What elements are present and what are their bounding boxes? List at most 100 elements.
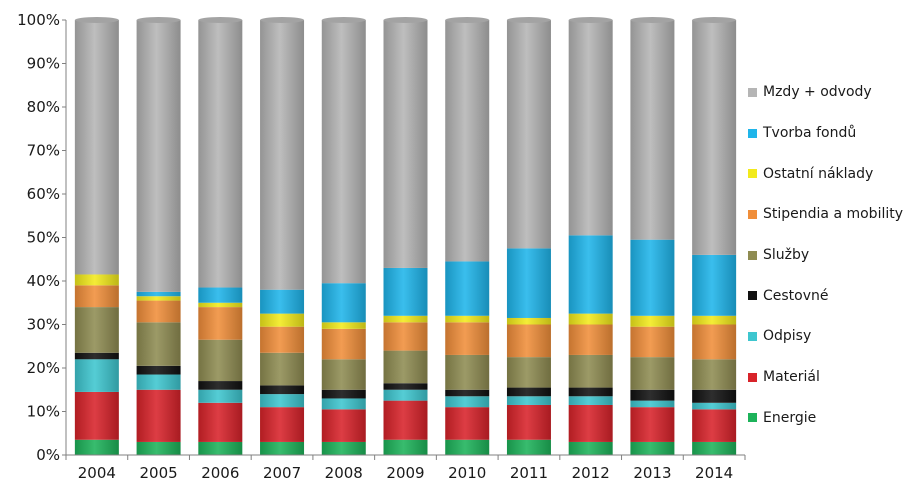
bar-segment-materi-l (506, 404, 551, 440)
bar-segment-odpisy (260, 394, 305, 408)
bar-segment-cestovn- (445, 389, 490, 397)
bar-stack-2007 (260, 17, 305, 455)
bar-segment-slu-by (136, 322, 181, 366)
bar-segment-ostatn-n-klady (321, 322, 366, 329)
bar-segment-mzdy-odvody (74, 20, 119, 275)
bar-segment-cestovn- (74, 352, 119, 360)
bar-segment-stipendia-a-mobility (321, 328, 366, 360)
bar-segment-mzdy-odvody (445, 20, 490, 262)
legend-swatch (748, 169, 757, 179)
bar-segment-stipendia-a-mobility (568, 324, 613, 355)
bar-segment-cestovn- (568, 387, 613, 397)
bar-segment-slu-by (445, 354, 490, 390)
bar-segment-cestovn- (321, 389, 366, 399)
bar-segment-energie (568, 441, 613, 455)
bar-segment-materi-l (260, 407, 305, 442)
x-tick-label: 2008 (325, 464, 363, 482)
bar-segment-ostatn-n-klady (506, 317, 551, 325)
bar-stack-2004 (74, 17, 119, 455)
y-axis-tick-labels: 0% 10% 20% 30% 40% 50% 60% 70% 80% 90% 100% (17, 11, 60, 464)
bar-segment-ostatn-n-klady (692, 315, 737, 325)
legend-label: Cestovné (763, 287, 829, 304)
bar-segment-stipendia-a-mobility (692, 324, 737, 360)
bar-segment-materi-l (198, 402, 243, 442)
x-tick-label: 2006 (201, 464, 239, 482)
legend-label: Odpisy (763, 328, 812, 345)
y-tick-label: 100% (17, 11, 60, 29)
legend-item: Odpisy (748, 316, 910, 357)
bar-segment-energie (383, 439, 428, 455)
bar-cap (506, 17, 551, 23)
bar-segment-odpisy (321, 398, 366, 410)
bar-stack-2008 (321, 17, 366, 455)
y-tick-label: 70% (27, 142, 60, 160)
bar-segment-stipendia-a-mobility (136, 300, 181, 323)
bar-segment-ostatn-n-klady (136, 296, 181, 301)
bar-segment-cestovn- (198, 381, 243, 390)
bar-segment-mzdy-odvody (321, 20, 366, 284)
x-tick-label: 2004 (78, 464, 116, 482)
bar-segment-materi-l (630, 407, 675, 442)
bar-segment-slu-by (260, 352, 305, 386)
y-tick-label: 40% (27, 272, 60, 290)
y-tick-label: 20% (27, 359, 60, 377)
bar-segment-stipendia-a-mobility (260, 326, 305, 353)
bar-segment-mzdy-odvody (383, 20, 428, 268)
bar-segment-energie (198, 441, 243, 455)
bar-segment-tvorba-fond- (136, 291, 181, 297)
legend-swatch (748, 250, 757, 260)
x-tick-label: 2012 (572, 464, 610, 482)
bar-segment-mzdy-odvody (568, 20, 613, 236)
bar-segment-mzdy-odvody (136, 20, 181, 292)
bar-segment-tvorba-fond- (568, 235, 613, 314)
bar-segment-materi-l (136, 389, 181, 442)
bar-cap (692, 17, 737, 23)
bar-segment-stipendia-a-mobility (383, 322, 428, 351)
legend-item: Stipendia a mobility (748, 194, 910, 235)
bar-segment-materi-l (445, 407, 490, 440)
legend-swatch (748, 128, 757, 138)
bar-segment-tvorba-fond- (630, 239, 675, 316)
bar-segment-odpisy (445, 396, 490, 408)
bar-cap (136, 17, 181, 23)
bar-segment-stipendia-a-mobility (74, 285, 119, 308)
bar-segment-mzdy-odvody (630, 20, 675, 240)
legend-item: Mzdy + odvody (748, 72, 910, 113)
bar-cap (198, 17, 243, 23)
legend-item: Energie (748, 398, 910, 439)
bar-segment-cestovn- (136, 365, 181, 375)
bar-segment-mzdy-odvody (506, 20, 551, 249)
legend-label: Služby (763, 247, 810, 264)
legend-label: Mzdy + odvody (763, 84, 872, 101)
legend-swatch (748, 209, 757, 219)
bar-segment-ostatn-n-klady (198, 302, 243, 308)
legend-item: Materiál (748, 357, 910, 398)
legend-swatch (748, 87, 757, 97)
bar-segment-odpisy (506, 396, 551, 405)
bar-segment-tvorba-fond- (260, 289, 305, 314)
bar-stack-2005 (136, 17, 181, 455)
bar-cap (568, 17, 613, 23)
bar-cap (74, 17, 119, 23)
legend-label: Tvorba fondů (763, 125, 857, 142)
y-tick-label: 60% (27, 185, 60, 203)
axes (62, 19, 746, 460)
bar-segment-slu-by (198, 339, 243, 382)
bar-segment-energie (260, 441, 305, 455)
bar-segment-odpisy (568, 396, 613, 405)
bar-stack-2010 (445, 17, 490, 455)
bar-segment-tvorba-fond- (383, 267, 428, 316)
bar-segment-cestovn- (692, 389, 737, 403)
bar-segment-energie (136, 441, 181, 455)
bar-cap (260, 17, 305, 23)
bar-stack-2009 (383, 17, 428, 455)
bar-segment-cestovn- (260, 385, 305, 395)
bar-segment-cestovn- (506, 387, 551, 397)
y-tick-label: 30% (27, 316, 60, 334)
legend-label: Materiál (763, 369, 820, 386)
bar-segment-odpisy (383, 389, 428, 401)
x-tick-label: 2005 (139, 464, 177, 482)
legend-label: Ostatní náklady (763, 165, 874, 182)
legend-label: Stipendia a mobility (763, 206, 904, 223)
